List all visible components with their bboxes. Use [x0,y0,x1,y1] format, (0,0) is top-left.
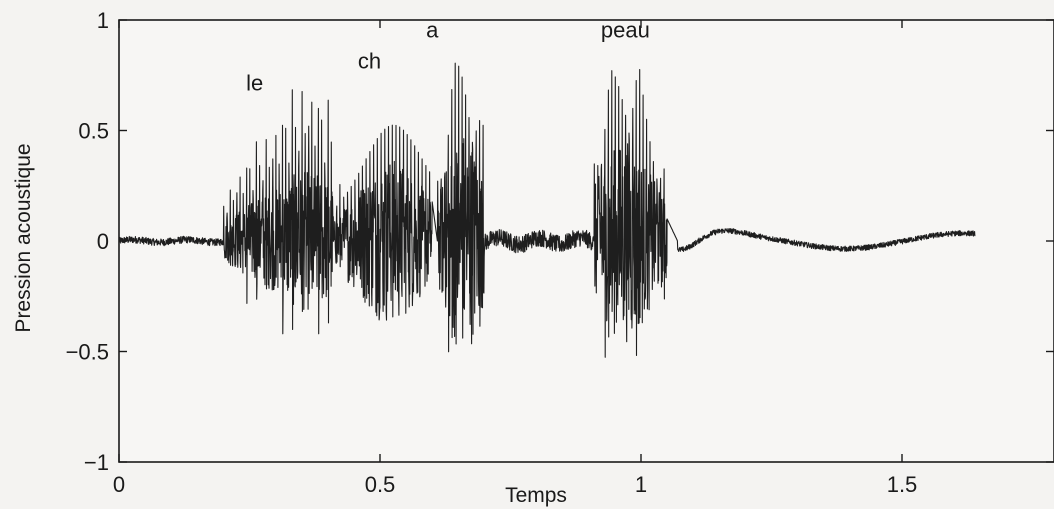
annotation-a: a [426,18,439,43]
y-axis-title: Pression acoustique [12,143,35,332]
labels: Temps Pression acoustique [12,143,567,507]
y-tick-label: 0.5 [78,119,109,144]
annotation-peau: peau [601,18,650,43]
annotation-le: le [246,71,263,96]
waveform-series [118,62,976,358]
y-tick-label: 1 [97,8,109,33]
y-tick-label: −1 [84,450,109,475]
x-tick-label: 0.5 [365,472,396,497]
annotations: le ch a peau [246,18,650,96]
x-tick-label: 1 [635,472,647,497]
x-tick-label: 1.5 [887,472,918,497]
annotation-ch: ch [358,49,381,74]
waveform-line [118,62,976,358]
y-tick-label: −0.5 [66,340,109,365]
x-axis-title: Temps [505,484,567,507]
x-tick-label: 0 [113,472,125,497]
y-tick-label: 0 [97,229,109,254]
